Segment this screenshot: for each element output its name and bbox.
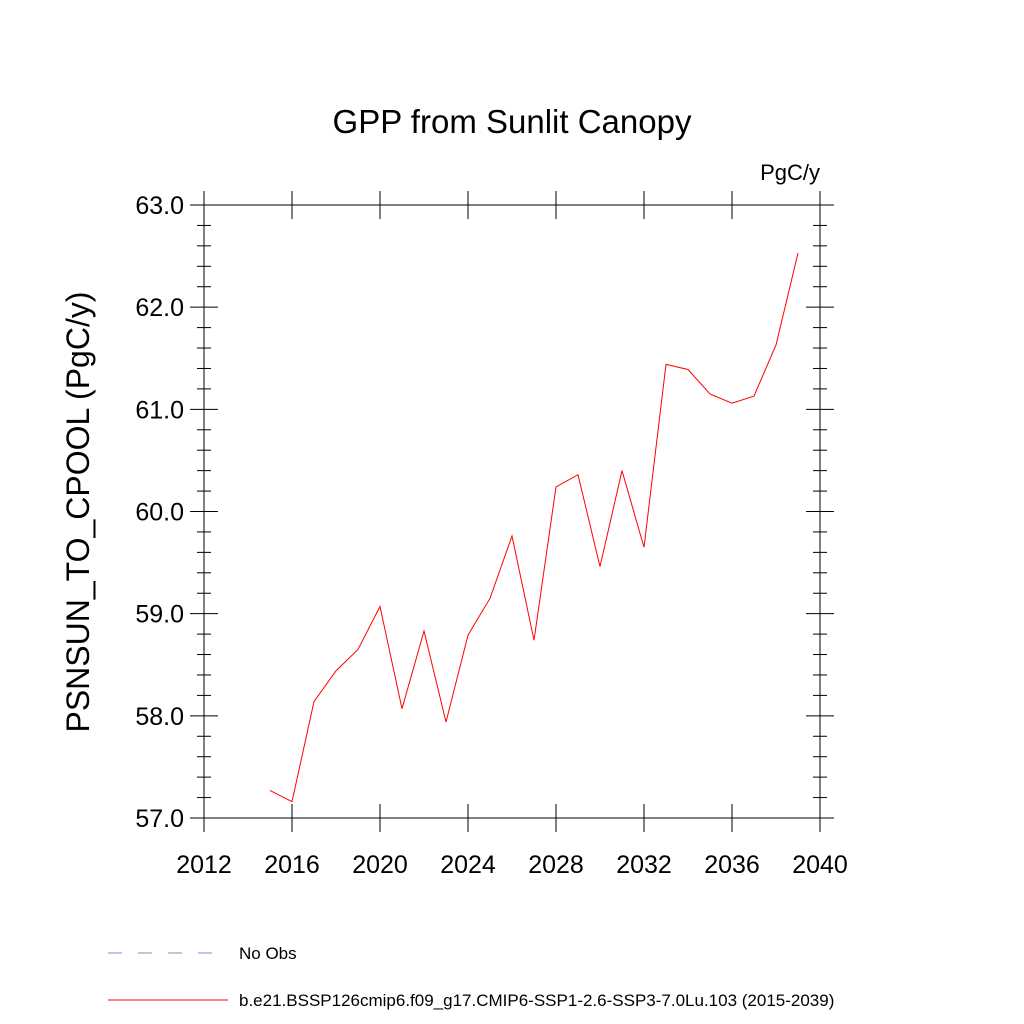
x-tick-label: 2024 xyxy=(440,851,496,879)
x-tick-label: 2040 xyxy=(792,851,848,879)
legend-label-model-run: b.e21.BSSP126cmip6.f09_g17.CMIP6-SSP1-2.… xyxy=(239,991,834,1010)
x-axis-ticks xyxy=(203,191,821,832)
x-tick-label: 2016 xyxy=(264,851,320,879)
x-tick-label: 2032 xyxy=(616,851,672,879)
legend-label-no-obs: No Obs xyxy=(239,944,297,963)
y-axis-ticks xyxy=(190,204,834,819)
series-line xyxy=(269,252,799,803)
x-tick-label: 2012 xyxy=(176,851,232,879)
y-tick-label: 58.0 xyxy=(135,703,184,731)
y-axis-tick-labels: 57.0 58.0 59.0 60.0 61.0 62.0 63.0 xyxy=(135,192,184,833)
y-tick-label: 59.0 xyxy=(135,601,184,629)
y-tick-label: 61.0 xyxy=(135,396,184,424)
y-tick-label: 60.0 xyxy=(135,499,184,527)
data-series xyxy=(269,252,799,803)
y-tick-label: 62.0 xyxy=(135,294,184,322)
units-label: PgC/y xyxy=(760,160,820,185)
x-tick-label: 2036 xyxy=(704,851,760,879)
chart-title: GPP from Sunlit Canopy xyxy=(333,103,692,140)
x-tick-label: 2028 xyxy=(528,851,584,879)
y-tick-label: 63.0 xyxy=(135,192,184,220)
x-tick-label: 2020 xyxy=(352,851,408,879)
y-axis-label: PSNSUN_TO_CPOOL (PgC/y) xyxy=(60,292,96,733)
legend: No Obs b.e21.BSSP126cmip6.f09_g17.CMIP6-… xyxy=(108,944,834,1010)
y-tick-label: 57.0 xyxy=(135,805,184,833)
plot-frame xyxy=(203,204,821,819)
x-axis-tick-labels: 2012 2016 2020 2024 2028 2032 2036 2040 xyxy=(176,851,848,879)
